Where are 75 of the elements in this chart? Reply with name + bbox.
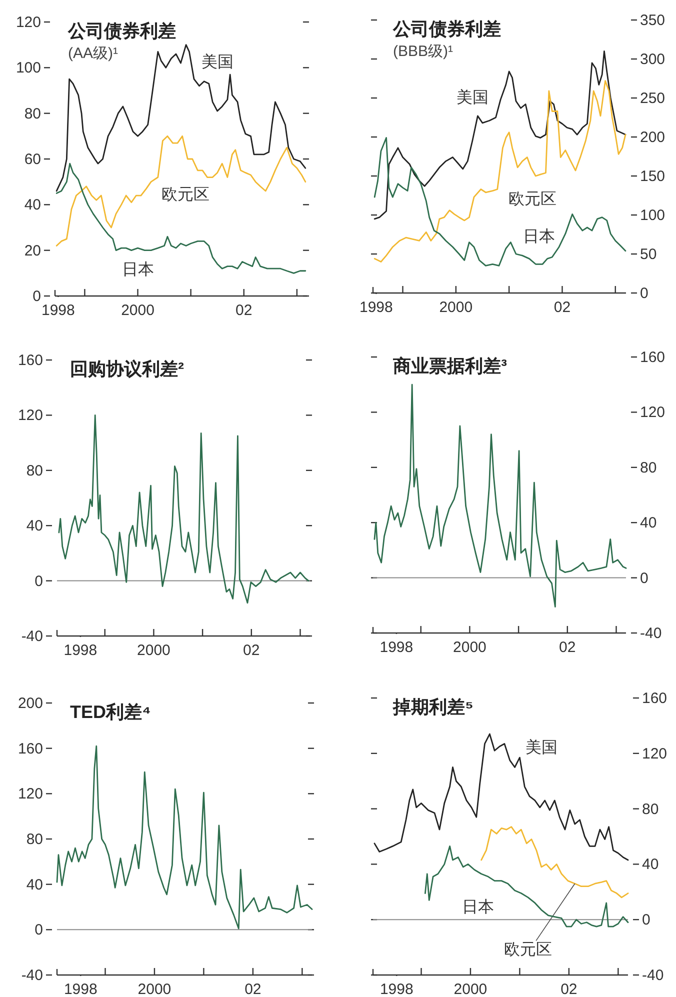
chart-title: 公司债券利差 [392,19,501,39]
chart-title: 公司债券利差 [67,21,176,41]
x-tick-label: 2000 [453,639,486,656]
series-label: 欧元区 [162,186,210,204]
y-tick-label: 120 [16,14,41,31]
x-tick-label: 2000 [439,299,473,316]
x-tick-label: 1998 [41,302,75,319]
y-tick-label: -40 [21,967,43,984]
y2-tick-label: 350 [640,12,666,29]
chart-title: 掉期利差⁵ [392,697,474,717]
y2-tick-label: 40 [642,856,659,874]
x-tick-label: 02 [243,642,260,659]
x-tick-label: 02 [244,981,262,997]
y2-tick-label: 80 [640,459,657,476]
y-tick-label: 120 [18,786,43,803]
series-label: 日本 [462,898,494,916]
x-tick-label: 02 [236,302,252,319]
y-tick-label: 0 [34,572,43,590]
text: (BBB级)¹ [393,43,454,60]
series-label: 欧元区 [508,190,556,208]
y2-tick-label: 0 [640,570,648,587]
chart-title: 商业票据利差³ [392,356,507,376]
x-tick-label: 2000 [138,981,172,997]
y2-tick-label: 50 [640,246,657,263]
chart-title: TED利差⁴ [70,702,151,722]
y2-tick-label: 80 [642,800,659,818]
y-tick-label: 40 [26,518,43,535]
y2-tick-label: 0 [642,912,650,929]
x-tick-label: 2000 [121,302,154,319]
x-tick-label: 1998 [64,981,98,997]
y2-tick-label: 0 [640,285,648,302]
y-tick-label: 0 [34,922,43,939]
x-tick-label: 02 [554,299,571,316]
y2-tick-label: 120 [640,404,666,422]
y2-tick-label: 300 [640,51,666,68]
x-tick-label: 1998 [360,299,393,316]
text: (AA级)¹ [68,45,118,62]
chart-title: 回购协议利差² [70,359,184,379]
y2-tick-label: 40 [640,514,657,532]
y-tick-label: 80 [26,831,43,848]
y-tick-label: 160 [18,352,43,369]
text: 欧元区 [504,942,552,959]
y-tick-label: 60 [24,151,41,168]
x-tick-label: 2000 [137,642,170,659]
y2-tick-label: -40 [640,625,662,642]
y-tick-label: 40 [26,876,43,894]
x-tick-label: 2000 [454,981,488,997]
series-label: 美国 [456,88,488,106]
y-tick-label: 20 [24,242,41,260]
y-tick-label: -40 [21,628,43,645]
x-tick-label: 02 [560,981,578,997]
x-tick-label: 1998 [380,981,414,997]
y-tick-label: 80 [26,462,43,480]
y2-tick-label: 250 [640,90,666,107]
y2-tick-label: 100 [640,207,666,224]
series-label: 日本 [522,227,555,246]
y-tick-label: 120 [18,407,43,424]
y2-tick-label: 160 [640,349,666,366]
y2-tick-label: 120 [642,745,668,762]
x-tick-label: 1998 [380,639,414,656]
y2-tick-label: -40 [642,967,664,984]
y-tick-label: 40 [24,196,41,214]
series-label: 日本 [122,260,154,279]
x-tick-label: 02 [559,639,576,656]
series-label: 美国 [201,52,234,71]
series-label: 美国 [525,738,558,756]
y-tick-label: 200 [18,695,43,712]
y2-tick-label: 150 [640,168,666,185]
y2-tick-label: 160 [642,690,668,707]
y-tick-label: 160 [18,740,43,758]
x-tick-label: 1998 [64,642,98,659]
y-tick-label: 80 [24,105,41,122]
y2-tick-label: 200 [640,129,666,146]
y-tick-label: 0 [32,288,41,305]
y-tick-label: 100 [16,60,41,77]
